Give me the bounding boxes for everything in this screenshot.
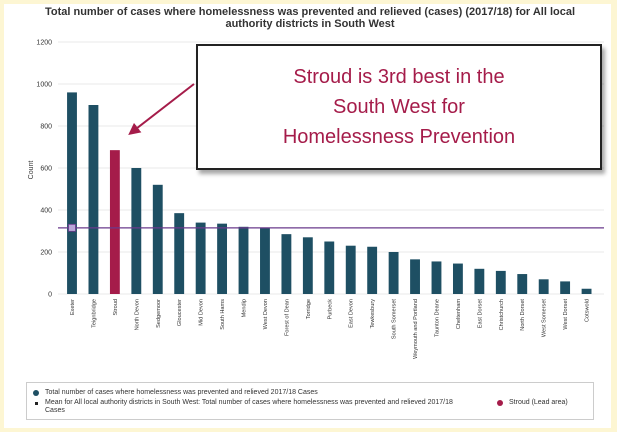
- x-tick-label: Exeter: [70, 299, 76, 315]
- x-tick-label: Gloucester: [177, 299, 183, 326]
- bar: [217, 223, 228, 294]
- x-tick-label: West Dorset: [563, 299, 569, 330]
- x-tick-label: South Hams: [220, 299, 226, 330]
- y-tick-label: 400: [40, 208, 52, 215]
- bar: [538, 279, 549, 294]
- bar: [581, 288, 592, 294]
- bar: [131, 168, 142, 294]
- x-tick-label: West Somerset: [542, 299, 548, 338]
- legend-series-label: Total number of cases where homelessness…: [45, 389, 318, 396]
- chart-title-line-1: Total number of cases where homelessness…: [44, 6, 576, 18]
- x-tick-label: West Devon: [263, 299, 269, 329]
- bar: [109, 150, 120, 294]
- callout-line-2: South West for: [333, 96, 465, 118]
- callout-line-3: Homelessness Prevention: [282, 126, 516, 148]
- legend-item-mean: Mean for All local authority districts i…: [33, 399, 473, 415]
- x-tick-label: Sedgemoor: [156, 299, 162, 328]
- x-tick-label: Purbeck: [327, 299, 333, 320]
- x-tick-label: Cheltenham: [456, 299, 462, 330]
- legend-item-series: Total number of cases where homelessness…: [33, 389, 318, 396]
- y-axis-label: Count: [28, 161, 35, 180]
- x-tick-label: Mid Devon: [199, 299, 205, 326]
- chart-title-line-2: authority districts in South West: [225, 18, 395, 30]
- mean-line-group: [58, 223, 604, 232]
- x-tick-label: North Dorset: [520, 299, 526, 331]
- x-axis-ticks: Exeter Teignbridge Stroud North Devon Sedgem…: [70, 299, 591, 359]
- callout-box: Stroud is 3rd best in the South West for…: [196, 44, 602, 170]
- x-tick-label: Teignbridge: [91, 299, 97, 328]
- bar: [495, 270, 506, 294]
- x-tick-label: Tewkesbury: [370, 299, 376, 329]
- x-tick-label: East Dorset: [477, 299, 483, 329]
- x-tick-label: South Somerset: [392, 299, 398, 340]
- bar: [474, 268, 485, 294]
- x-tick-label: North Devon: [134, 299, 140, 330]
- bar: [281, 234, 292, 294]
- bar: [195, 222, 206, 294]
- bar: [174, 213, 185, 294]
- bar: [302, 237, 313, 294]
- bar: [452, 263, 463, 294]
- legend-item-lead: Stroud (Lead area): [497, 399, 568, 406]
- bar: [324, 241, 335, 294]
- x-tick-label: Taunton Deane: [434, 299, 440, 337]
- bar: [560, 281, 571, 294]
- x-tick-label: Stroud: [113, 299, 119, 315]
- y-tick-label: 1200: [36, 40, 52, 47]
- legend: Total number of cases where homelessness…: [26, 382, 594, 420]
- callout-arrow: [128, 83, 195, 135]
- legend-lead-label: Stroud (Lead area): [509, 399, 568, 406]
- bar: [431, 261, 442, 294]
- bars: [67, 92, 592, 295]
- bar: [517, 274, 528, 294]
- legend-series-dot-icon: [33, 390, 39, 396]
- legend-mean-label: Mean for All local authority districts i…: [45, 399, 453, 414]
- x-tick-label: Christchurch: [499, 299, 505, 330]
- y-tick-label: 800: [40, 124, 52, 131]
- bar: [367, 246, 378, 294]
- bar: [88, 105, 99, 294]
- x-tick-label: Cotswold: [585, 299, 591, 322]
- y-tick-label: 0: [48, 292, 52, 299]
- arrow-line: [128, 83, 195, 135]
- bar: [388, 252, 399, 294]
- chart-title: Total number of cases where homelessness…: [20, 6, 600, 30]
- y-tick-label: 1000: [36, 82, 52, 89]
- legend-mean-square-icon: [35, 402, 38, 405]
- bar: [238, 226, 249, 294]
- bar: [410, 259, 420, 294]
- x-tick-label: Mendip: [242, 299, 248, 317]
- legend-lead-dot-icon: [497, 400, 503, 406]
- bar: [345, 245, 356, 294]
- bar: [67, 92, 77, 295]
- bar: [152, 184, 163, 294]
- callout-line-1: Stroud is 3rd best in the: [293, 66, 505, 88]
- bar: [260, 227, 270, 294]
- y-tick-label: 200: [40, 250, 52, 257]
- x-tick-label: Weymouth and Portland: [413, 299, 419, 359]
- mean-marker: [68, 223, 76, 232]
- x-tick-label: East Devon: [349, 299, 355, 328]
- x-tick-label: Forest of Dean: [284, 299, 290, 336]
- y-tick-label: 600: [40, 166, 52, 173]
- y-axis-ticks: 0 200 400 600 800 1000 1200: [36, 40, 52, 299]
- x-tick-label: Torridge: [306, 299, 312, 319]
